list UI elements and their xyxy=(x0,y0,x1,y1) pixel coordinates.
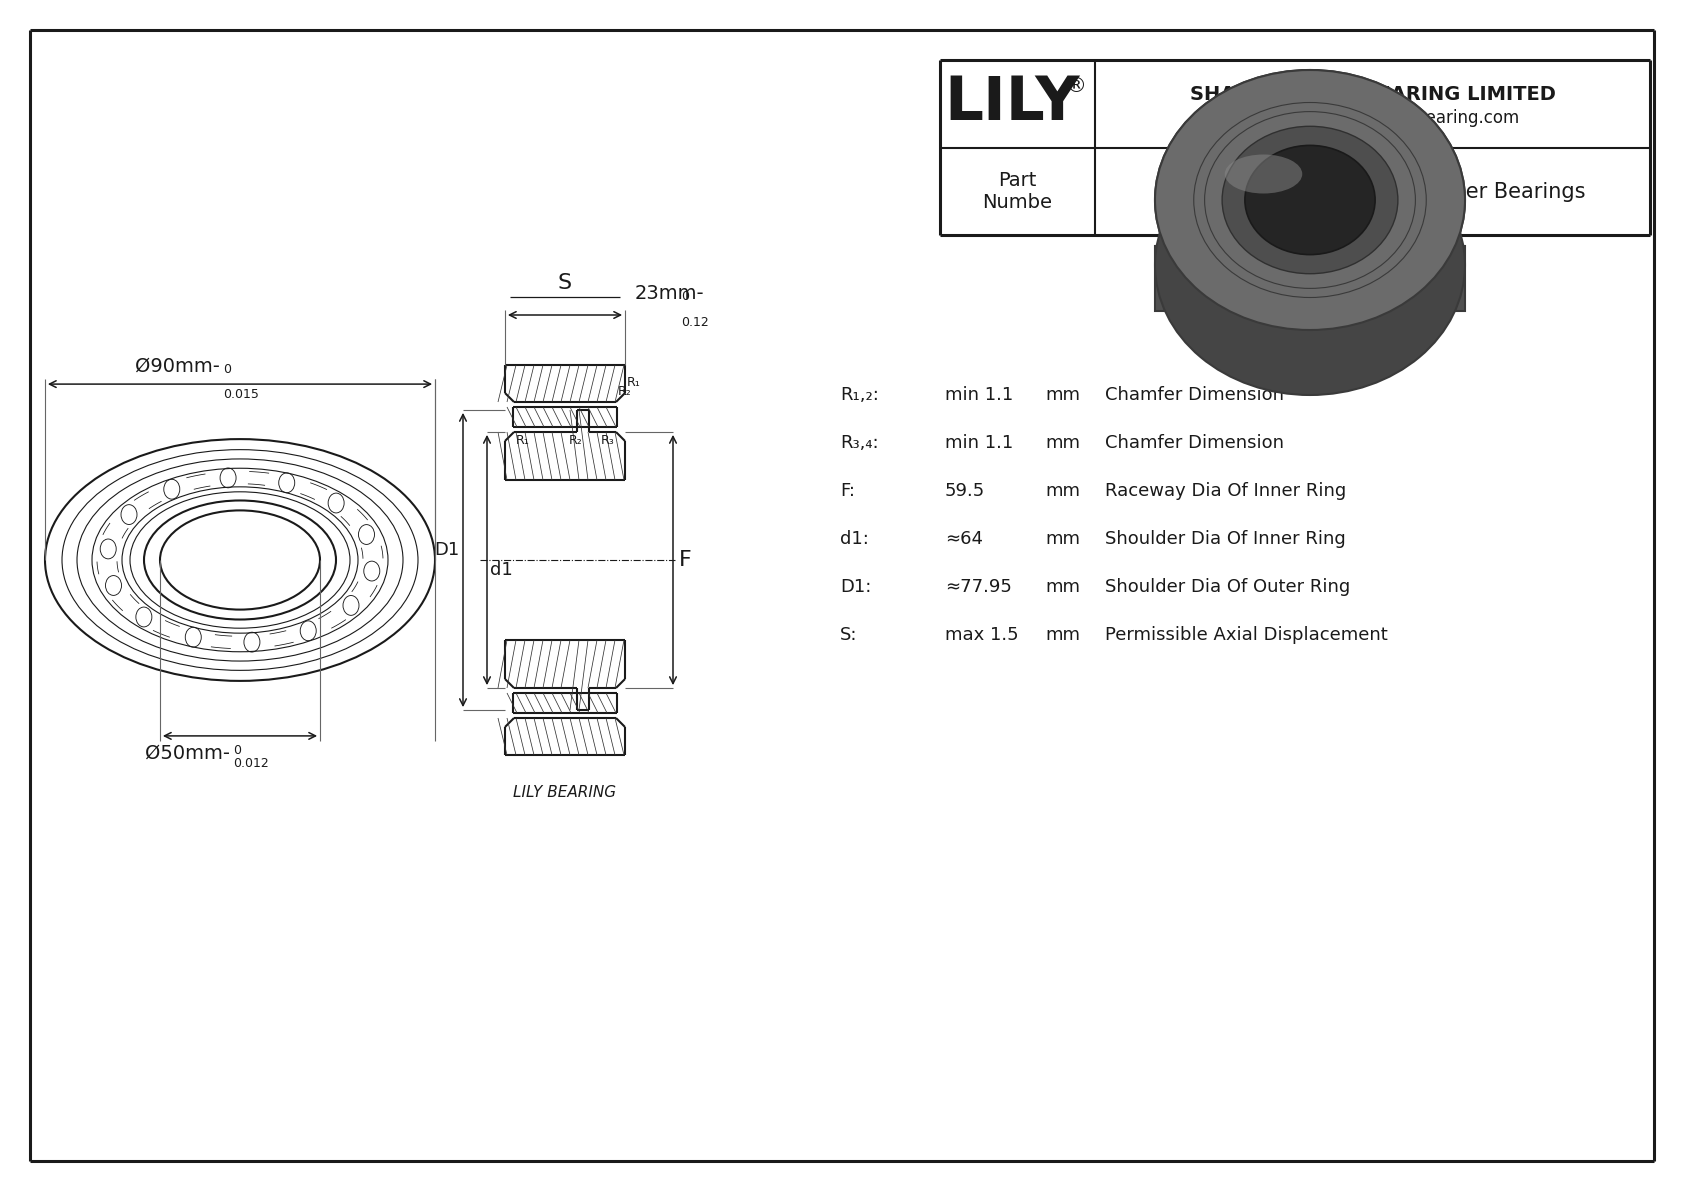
Ellipse shape xyxy=(1244,145,1376,255)
Text: Ø50mm-: Ø50mm- xyxy=(145,744,231,763)
Text: Shoulder Dia Of Outer Ring: Shoulder Dia Of Outer Ring xyxy=(1105,578,1351,596)
Text: 0.015: 0.015 xyxy=(222,388,259,401)
Text: S:: S: xyxy=(840,626,857,644)
Ellipse shape xyxy=(1155,70,1465,330)
Text: 0.012: 0.012 xyxy=(232,757,269,769)
Polygon shape xyxy=(1155,245,1465,311)
Text: d1: d1 xyxy=(490,561,512,579)
Text: 0.12: 0.12 xyxy=(680,316,709,329)
Text: S: S xyxy=(557,273,573,293)
Text: mm: mm xyxy=(1046,578,1079,596)
Text: Chamfer Dimension: Chamfer Dimension xyxy=(1105,386,1283,404)
Text: LILY BEARING: LILY BEARING xyxy=(514,785,616,800)
Text: Shoulder Dia Of Inner Ring: Shoulder Dia Of Inner Ring xyxy=(1105,530,1346,548)
Text: min 1.1: min 1.1 xyxy=(945,434,1014,453)
Text: SHANGHAI LILY BEARING LIMITED: SHANGHAI LILY BEARING LIMITED xyxy=(1189,85,1556,104)
Text: D1:: D1: xyxy=(840,578,871,596)
Text: mm: mm xyxy=(1046,386,1079,404)
Text: R₂: R₂ xyxy=(569,434,583,447)
Text: Email: lilybearing@lily-bearing.com: Email: lilybearing@lily-bearing.com xyxy=(1226,110,1519,127)
Text: 0: 0 xyxy=(222,363,231,376)
Ellipse shape xyxy=(1224,155,1302,193)
Ellipse shape xyxy=(1155,135,1465,395)
Ellipse shape xyxy=(1244,211,1376,319)
Text: 59.5: 59.5 xyxy=(945,482,985,500)
Text: d1:: d1: xyxy=(840,530,869,548)
Text: NJ 2210 ECML Cylindrical Roller Bearings: NJ 2210 ECML Cylindrical Roller Bearings xyxy=(1160,181,1585,201)
Text: R₁,₂:: R₁,₂: xyxy=(840,386,879,404)
Text: R₁: R₁ xyxy=(515,434,530,447)
Text: 23mm-: 23mm- xyxy=(635,283,704,303)
Text: mm: mm xyxy=(1046,530,1079,548)
Text: 0: 0 xyxy=(232,744,241,757)
Text: LILY: LILY xyxy=(945,75,1079,133)
Text: Permissible Axial Displacement: Permissible Axial Displacement xyxy=(1105,626,1388,644)
Text: R₂: R₂ xyxy=(618,385,632,398)
Text: Part
Numbe: Part Numbe xyxy=(982,172,1052,212)
Text: mm: mm xyxy=(1046,626,1079,644)
Text: F: F xyxy=(679,550,692,570)
Text: ®: ® xyxy=(1066,76,1086,96)
Text: Raceway Dia Of Inner Ring: Raceway Dia Of Inner Ring xyxy=(1105,482,1346,500)
Text: ≈77.95: ≈77.95 xyxy=(945,578,1012,596)
Text: mm: mm xyxy=(1046,482,1079,500)
Text: R₃: R₃ xyxy=(600,434,615,447)
Text: min 1.1: min 1.1 xyxy=(945,386,1014,404)
Text: ≈64: ≈64 xyxy=(945,530,983,548)
Text: F:: F: xyxy=(840,482,855,500)
Text: Ø90mm-: Ø90mm- xyxy=(135,357,221,376)
Ellipse shape xyxy=(1244,145,1376,255)
Text: 0: 0 xyxy=(680,289,689,303)
Ellipse shape xyxy=(1244,145,1376,255)
Text: R₃,₄:: R₃,₄: xyxy=(840,434,879,453)
Text: mm: mm xyxy=(1046,434,1079,453)
Text: max 1.5: max 1.5 xyxy=(945,626,1019,644)
Ellipse shape xyxy=(1223,126,1398,274)
Text: R₁: R₁ xyxy=(626,376,640,389)
Ellipse shape xyxy=(1223,126,1398,274)
Text: Chamfer Dimension: Chamfer Dimension xyxy=(1105,434,1283,453)
Text: D1: D1 xyxy=(434,541,460,559)
Ellipse shape xyxy=(1155,70,1465,330)
